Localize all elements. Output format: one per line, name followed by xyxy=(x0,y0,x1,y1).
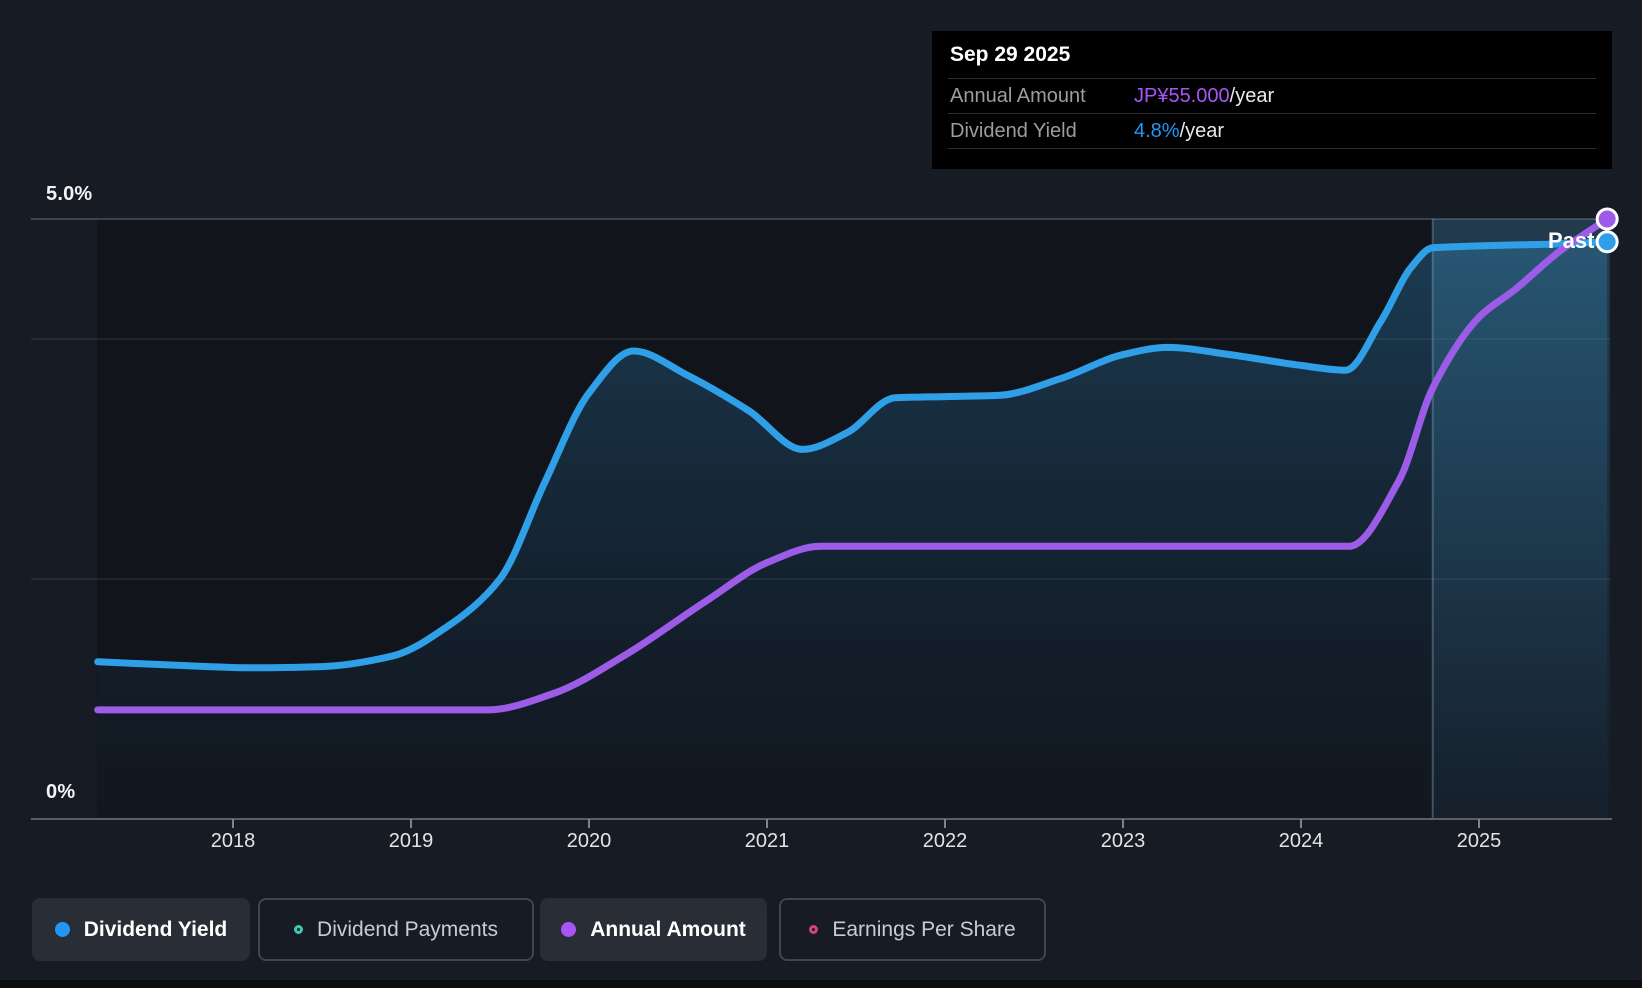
dividend-yield-end-marker xyxy=(1595,230,1619,254)
legend-toggle-earnings-per-share[interactable]: Earnings Per Share xyxy=(779,898,1046,961)
tooltip-suffix-dividend-yield: /year xyxy=(1179,119,1225,142)
tooltip-label-annual-amount: Annual Amount xyxy=(950,84,1086,107)
tooltip-row-annual-amount: Annual Amount JP¥55.000/year xyxy=(948,78,1596,113)
x-axis-tick-label: 2025 xyxy=(1457,830,1502,852)
tooltip-value-annual-amount: JP¥55.000 xyxy=(1134,84,1230,107)
legend-toggle-dividend-payments[interactable]: Dividend Payments xyxy=(258,898,534,961)
x-axis: 2018 2019 2020 2021 2022 2023 2024 2025 xyxy=(31,818,1612,852)
legend-toggle-annual-amount[interactable]: Annual Amount xyxy=(540,898,767,961)
legend-label-earnings-per-share: Earnings Per Share xyxy=(832,917,1016,941)
recent-period-band xyxy=(1432,219,1610,819)
tooltip-suffix-annual-amount: /year xyxy=(1229,84,1275,107)
tooltip-bottom-rule xyxy=(948,148,1596,164)
dividend-yield-dot-icon xyxy=(54,922,70,937)
legend-toggle-dividend-yield[interactable]: Dividend Yield xyxy=(32,898,250,961)
chart-tooltip: Sep 29 2025 Annual Amount JP¥55.000/year… xyxy=(932,31,1612,169)
legend-label-dividend-payments: Dividend Payments xyxy=(317,917,498,941)
y-axis-label-zero: 0% xyxy=(46,781,76,803)
legend-label-annual-amount: Annual Amount xyxy=(590,917,746,941)
x-axis-tick-label: 2018 xyxy=(211,830,256,852)
dividend-yield-area-fill xyxy=(97,241,1608,820)
x-axis-tick-label: 2023 xyxy=(1101,830,1146,852)
tooltip-row-dividend-yield: Dividend Yield 4.8%/year xyxy=(948,113,1596,148)
dividend-payments-ring-icon xyxy=(294,925,304,934)
tooltip-label-dividend-yield: Dividend Yield xyxy=(950,119,1077,142)
annual-amount-line xyxy=(94,215,1611,714)
x-axis-tick-label: 2021 xyxy=(745,830,790,852)
y-axis-label-max: 5.0% xyxy=(46,183,93,205)
tooltip-date: Sep 29 2025 xyxy=(950,42,1071,66)
annual-amount-end-marker xyxy=(1595,207,1619,231)
past-annotation: Past xyxy=(1548,228,1595,253)
earnings-per-share-ring-icon xyxy=(809,925,819,934)
legend-label-dividend-yield: Dividend Yield xyxy=(83,917,228,941)
x-axis-tick-label: 2024 xyxy=(1279,830,1324,852)
x-axis-tick-label: 2019 xyxy=(389,830,434,852)
x-axis-tick-label: 2022 xyxy=(923,830,968,852)
x-axis-tick-label: 2020 xyxy=(567,830,612,852)
annual-amount-dot-icon xyxy=(561,922,577,937)
dividend-yield-line xyxy=(94,238,1611,672)
tooltip-value-dividend-yield: 4.8% xyxy=(1134,119,1180,142)
page-bottom-strip xyxy=(0,980,1642,988)
